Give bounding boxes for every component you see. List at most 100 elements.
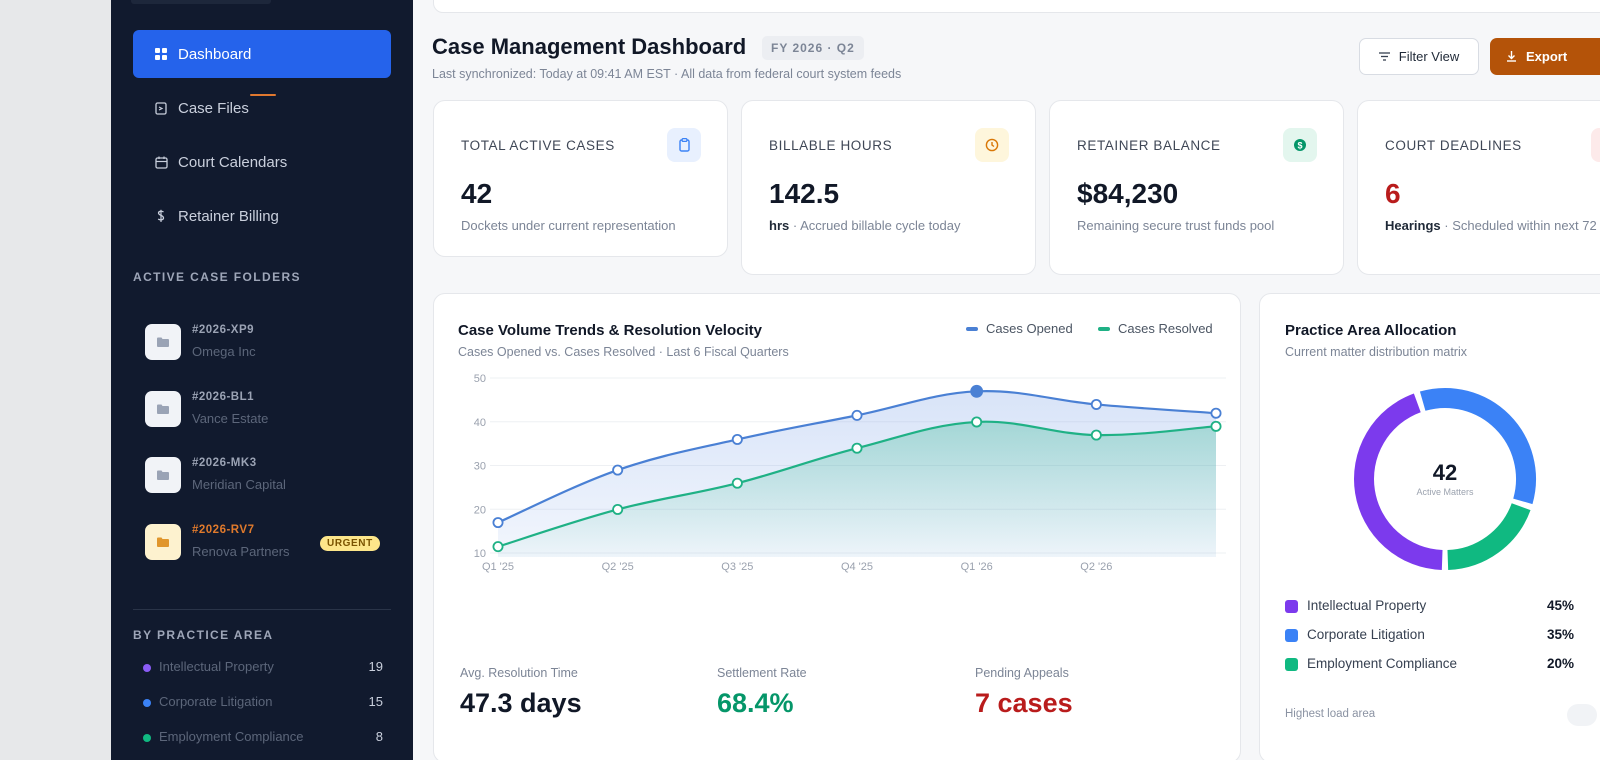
grid-icon (153, 46, 169, 62)
folder-icon (145, 391, 181, 427)
nav-item-retainer-billing[interactable]: Retainer Billing (133, 192, 391, 240)
legend-swatch (1285, 600, 1298, 613)
practice-area-row[interactable]: Intellectual Property 19 (143, 659, 383, 677)
folder-icon (145, 524, 181, 560)
calendar-icon (153, 154, 169, 170)
practice-dot (143, 664, 151, 672)
metric-settlement-rate: Settlement Rate 68.4% (717, 666, 807, 719)
data-point (851, 409, 863, 421)
sidebar-brand-fragment (131, 0, 271, 4)
top-card (433, 0, 1600, 13)
kpi-label: TOTAL ACTIVE CASES (461, 138, 615, 153)
legend-swatch (1285, 629, 1298, 642)
practice-allocation-card: Practice Area Allocation Current matter … (1259, 293, 1600, 760)
metric-label: Pending Appeals (975, 666, 1069, 680)
kpi-card-court-deadlines[interactable]: COURT DEADLINES 6 Hearings · Scheduled w… (1357, 100, 1600, 275)
period-pill: FY 2026 · Q2 (762, 36, 864, 60)
legend-label: Cases Opened (986, 321, 1073, 336)
urgent-badge: URGENT (320, 536, 380, 551)
metric-value: 47.3 days (460, 688, 582, 718)
folder-item-urgent[interactable]: #2026-RV7 Renova Partners URGENT (145, 518, 395, 566)
kpi-subtext: Hearings · Scheduled within next 72 hrs (1385, 217, 1600, 235)
folder-name: Vance Estate (192, 411, 269, 426)
filter-icon (1378, 52, 1390, 61)
folder-id: #2026-BL1 (192, 391, 255, 403)
kpi-subtext: Remaining secure trust funds pool (1077, 218, 1275, 233)
page-title: Case Management Dashboard (432, 34, 747, 59)
donut-segment[interactable] (1447, 502, 1531, 570)
folder-id: #2026-XP9 (192, 324, 255, 336)
sidebar-divider (133, 609, 391, 610)
nav-item-dashboard[interactable]: Dashboard (133, 30, 391, 78)
nav-label: Case Files (178, 99, 249, 117)
data-point (971, 416, 983, 428)
nav-label: Dashboard (178, 45, 252, 63)
legend-cases-opened[interactable]: Cases Opened (966, 321, 1073, 336)
nav-item-case-files[interactable]: Case Files (133, 84, 391, 132)
kpi-unit: hrs (769, 218, 790, 233)
practice-area-row[interactable]: Employment Compliance 8 (143, 729, 383, 747)
y-tick-label: 40 (474, 417, 486, 429)
legend-swatch (1098, 326, 1110, 331)
trend-chart-card: Case Volume Trends & Resolution Velocity… (433, 293, 1241, 760)
donut-title: Practice Area Allocation (1285, 322, 1457, 339)
kpi-subtext: Dockets under current representation (461, 218, 676, 233)
practice-dot (143, 699, 151, 707)
donut-legend-row[interactable]: Employment Compliance 20% (1285, 656, 1585, 674)
data-point (492, 517, 504, 529)
data-point (1090, 429, 1102, 441)
folder-id: #2026-MK3 (192, 457, 257, 469)
nav-indicator (250, 94, 276, 96)
folder-name: Renova Partners (192, 544, 290, 559)
nav-label: Retainer Billing (178, 207, 279, 225)
export-button[interactable]: Export (1490, 38, 1600, 75)
sidebar: Dashboard Case Files Court Calendars Ret… (111, 0, 413, 760)
clipboard-icon (667, 128, 701, 162)
kpi-card-total-active-cases[interactable]: TOTAL ACTIVE CASES 42 Dockets under curr… (433, 100, 728, 257)
data-point (1210, 407, 1222, 419)
nav-item-court-calendars[interactable]: Court Calendars (133, 138, 391, 186)
export-label: Export (1526, 49, 1568, 64)
data-point (970, 384, 984, 398)
footer-pill[interactable] (1567, 704, 1597, 726)
practice-label: Corporate Litigation (159, 694, 273, 709)
filter-label: Filter View (1398, 49, 1460, 64)
legend-label: Cases Resolved (1118, 321, 1213, 336)
legend-label: Employment Compliance (1307, 656, 1458, 671)
kpi-label: COURT DEADLINES (1385, 138, 1522, 153)
metric-avg-resolution: Avg. Resolution Time 47.3 days (460, 666, 582, 719)
donut-center-label: Active Matters (1416, 487, 1474, 497)
data-point (492, 541, 504, 553)
x-tick-label: Q2 '25 (602, 561, 634, 573)
file-icon (153, 100, 169, 116)
folder-item[interactable]: #2026-MK3 Meridian Capital (145, 451, 395, 499)
alert-icon (1591, 128, 1600, 162)
main-content: Case Management Dashboard FY 2026 · Q2 L… (413, 0, 1600, 760)
filter-view-button[interactable]: Filter View (1359, 38, 1479, 75)
chart-subtitle: Cases Opened vs. Cases Resolved · Last 6… (458, 345, 789, 359)
donut-legend-row[interactable]: Corporate Litigation 35% (1285, 627, 1585, 645)
y-tick-label: 10 (474, 548, 486, 560)
x-tick-label: Q4 '25 (841, 561, 873, 573)
folder-item[interactable]: #2026-XP9 Omega Inc (145, 318, 395, 366)
donut-segment[interactable] (1419, 388, 1536, 505)
download-icon (1506, 51, 1517, 62)
donut-chart (1354, 388, 1536, 570)
legend-label: Corporate Litigation (1307, 627, 1425, 642)
folder-item[interactable]: #2026-BL1 Vance Estate (145, 385, 395, 433)
kpi-card-billable-hours[interactable]: BILLABLE HOURS 142.5 hrs · Accrued billa… (741, 100, 1036, 275)
x-tick-label: Q3 '25 (721, 561, 753, 573)
practice-dot (143, 734, 151, 742)
x-tick-label: Q1 '26 (961, 561, 993, 573)
practice-label: Employment Compliance (159, 729, 304, 744)
legend-cases-resolved[interactable]: Cases Resolved (1098, 321, 1213, 336)
donut-segment[interactable] (1354, 393, 1443, 570)
practice-area-row[interactable]: Corporate Litigation 15 (143, 694, 383, 712)
data-point (851, 442, 863, 454)
practice-count: 19 (368, 659, 383, 674)
donut-legend-row[interactable]: Intellectual Property 45% (1285, 598, 1585, 616)
trend-chart: 10 20 30 40 50 Q1 '25 Q2 '25 Q3 '25 Q4 '25 Q1 '26… (474, 373, 1226, 573)
legend-value: 20% (1547, 656, 1575, 671)
folder-icon (145, 324, 181, 360)
kpi-card-retainer-balance[interactable]: RETAINER BALANCE $ $84,230 Remaining sec… (1049, 100, 1344, 275)
